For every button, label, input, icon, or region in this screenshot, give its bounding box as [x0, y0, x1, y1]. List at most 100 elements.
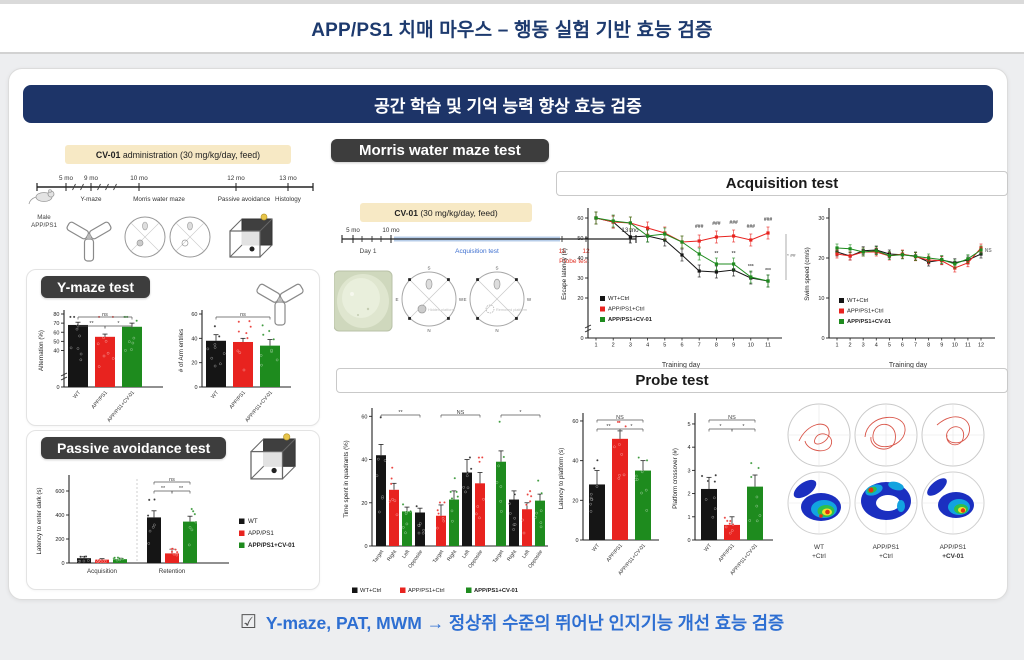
- svg-text:40: 40: [572, 459, 578, 465]
- svg-text:WT+Ctrl: WT+Ctrl: [360, 588, 381, 594]
- svg-text:###: ###: [695, 224, 704, 230]
- svg-text:2: 2: [612, 343, 615, 349]
- svg-text:S: S: [427, 266, 430, 271]
- svg-text:WT: WT: [210, 389, 220, 400]
- svg-text:###: ###: [747, 224, 756, 230]
- svg-text:Left: Left: [521, 549, 531, 560]
- svg-text:APP/PS1: APP/PS1: [91, 390, 110, 411]
- passive-avoidance-panel: Passive avoidance test 0 200 400 600 Latency…: [26, 430, 320, 590]
- svg-text:1: 1: [594, 343, 597, 349]
- svg-text:+Ctrl: +Ctrl: [879, 553, 893, 560]
- conclusion-text: Y-maze, PAT, MWM → 정상쥐 수준의 뛰어난 인지기능 개선 효…: [265, 613, 785, 633]
- svg-text:Acquisition test: Acquisition test: [455, 248, 499, 255]
- svg-text:Passive avoidance: Passive avoidance: [218, 196, 271, 203]
- svg-text:50: 50: [53, 339, 59, 345]
- passive-avoidance-chart: 0 200 400 600 Latency to enter dark (s) Acqui…: [33, 463, 321, 587]
- svg-text:40: 40: [577, 256, 583, 262]
- admin-timeline-diagram: CV-01 administration (30 mg/kg/day, feed…: [25, 133, 325, 267]
- svg-text:10: 10: [748, 343, 754, 349]
- svg-text:Time spent in quadrants (%): Time spent in quadrants (%): [343, 440, 350, 518]
- svg-text:Escape latency (s): Escape latency (s): [561, 248, 568, 300]
- svg-text:9: 9: [940, 343, 943, 349]
- svg-text:Swim speed (cm/s): Swim speed (cm/s): [804, 247, 811, 301]
- quadrant-time-chart: 0 20 40 60 Time spent in quadrants (%) Target…: [340, 396, 552, 596]
- mwm-test-label: Morris water maze test: [331, 139, 549, 162]
- svg-text:13 mo: 13 mo: [279, 175, 297, 182]
- mwm-timeline-diagram: CV-01 (30 mg/kg/day, feed) 5 mo 10 mo 13 mo…: [334, 167, 666, 339]
- svg-text:5: 5: [687, 422, 690, 428]
- svg-text:Acquisition: Acquisition: [87, 568, 117, 575]
- svg-text:APP/PS1+CV-01: APP/PS1+CV-01: [847, 319, 892, 325]
- svg-text:**: **: [161, 486, 166, 492]
- checkbox-icon: ☑: [239, 612, 257, 633]
- svg-text:60: 60: [577, 216, 583, 222]
- svg-text:1: 1: [687, 515, 690, 521]
- svg-text:*: *: [742, 424, 745, 430]
- svg-text:S: S: [495, 266, 498, 271]
- svg-text:20: 20: [361, 501, 367, 507]
- svg-text:APP/PS1: APP/PS1: [31, 222, 57, 229]
- ymaze-alternation-chart: 0 40 50 60 70 80 Alternation (%) WT APP/PS1 APP/P…: [35, 298, 167, 425]
- svg-text:0: 0: [687, 538, 690, 544]
- svg-text:**: **: [398, 410, 403, 416]
- svg-text:8: 8: [927, 343, 930, 349]
- svg-text:5 mo: 5 mo: [346, 227, 360, 234]
- svg-text:APP/PS1+CV-01: APP/PS1+CV-01: [608, 317, 653, 323]
- bar-chart-svg: 0 20 40 60 Time spent in quadrants (%) Target…: [343, 408, 548, 594]
- swim-speed-chart: 0 10 20 30 Swim speed (cm/s) 1 2 3 4 5 6 7 8 9 10 11 12 T…: [801, 200, 1013, 370]
- svg-text:CV-01 administration (30 mg/kg: CV-01 administration (30 mg/kg/day, feed…: [96, 150, 260, 160]
- svg-text:12: 12: [582, 248, 590, 255]
- svg-text:APP/PS1: APP/PS1: [718, 543, 737, 564]
- svg-text:3: 3: [862, 343, 865, 349]
- svg-text:4: 4: [687, 445, 690, 451]
- swim-tracks-heatmaps: WT +Ctrl APP/PS1 +Ctrl APP/PS1 +CV-01: [781, 397, 1005, 587]
- svg-text:70: 70: [53, 321, 59, 327]
- svg-text:Morris water maze: Morris water maze: [133, 196, 185, 203]
- svg-text:11: 11: [559, 248, 566, 255]
- svg-text:N: N: [495, 328, 498, 333]
- svg-text:0: 0: [194, 385, 197, 391]
- svg-text:600: 600: [55, 489, 64, 495]
- svg-text:APP/PS1+Ctrl: APP/PS1+Ctrl: [608, 307, 645, 313]
- svg-text:Alternation (%): Alternation (%): [38, 330, 45, 371]
- svg-text:30: 30: [577, 276, 583, 282]
- admin-timeline-svg: CV-01 administration (30 mg/kg/day, feed…: [28, 145, 314, 262]
- svg-text:30: 30: [818, 216, 824, 222]
- escape-latency-chart: 0 20 30 40 50 60 Escape latency (s) 1 2 3 4 5 6 7 8 9 10…: [558, 200, 796, 370]
- svg-text:APP/PS1: APP/PS1: [606, 543, 625, 564]
- svg-text:200: 200: [55, 537, 64, 543]
- svg-text:Platform crossover (#): Platform crossover (#): [672, 448, 679, 509]
- svg-text:10 mo: 10 mo: [382, 227, 400, 234]
- tracks-svg: WT +Ctrl APP/PS1 +Ctrl APP/PS1 +CV-01: [787, 403, 985, 560]
- ymaze-icon-svg: [256, 283, 304, 326]
- svg-text:10 mo: 10 mo: [130, 175, 148, 182]
- svg-text:*: *: [630, 424, 633, 430]
- svg-text:**: **: [179, 486, 184, 492]
- svg-text:0: 0: [364, 544, 367, 550]
- svg-text:10: 10: [952, 343, 958, 349]
- svg-text:Retention: Retention: [159, 568, 186, 575]
- svg-text:11: 11: [765, 343, 771, 349]
- svg-text:WT+Ctrl: WT+Ctrl: [608, 296, 629, 302]
- svg-text:20: 20: [577, 296, 583, 302]
- svg-text:WT: WT: [248, 518, 258, 525]
- probe-test-title: Probe test: [336, 368, 1008, 393]
- svg-text:Latency to enter dark (s): Latency to enter dark (s): [36, 487, 43, 554]
- svg-text:0: 0: [575, 538, 578, 544]
- svg-text:WT+Ctrl: WT+Ctrl: [847, 298, 868, 304]
- svg-text:13 mo: 13 mo: [621, 227, 639, 234]
- svg-text:0: 0: [56, 385, 59, 391]
- svg-text:APP/PS1+CV-01: APP/PS1+CV-01: [244, 390, 274, 424]
- svg-text:NS: NS: [728, 415, 736, 421]
- svg-text:12: 12: [978, 343, 984, 349]
- svg-text:NS: NS: [616, 415, 624, 421]
- svg-text:9 mo: 9 mo: [84, 175, 98, 182]
- svg-text:APP/PS1: APP/PS1: [940, 544, 967, 551]
- ymaze-panel: Y-maze test 0 40 50 60 70 80 Alternation (%) WT…: [26, 269, 320, 426]
- svg-text:Right: Right: [446, 549, 458, 563]
- svg-text:NS: NS: [457, 410, 465, 416]
- svg-text:+Ctrl: +Ctrl: [812, 553, 826, 560]
